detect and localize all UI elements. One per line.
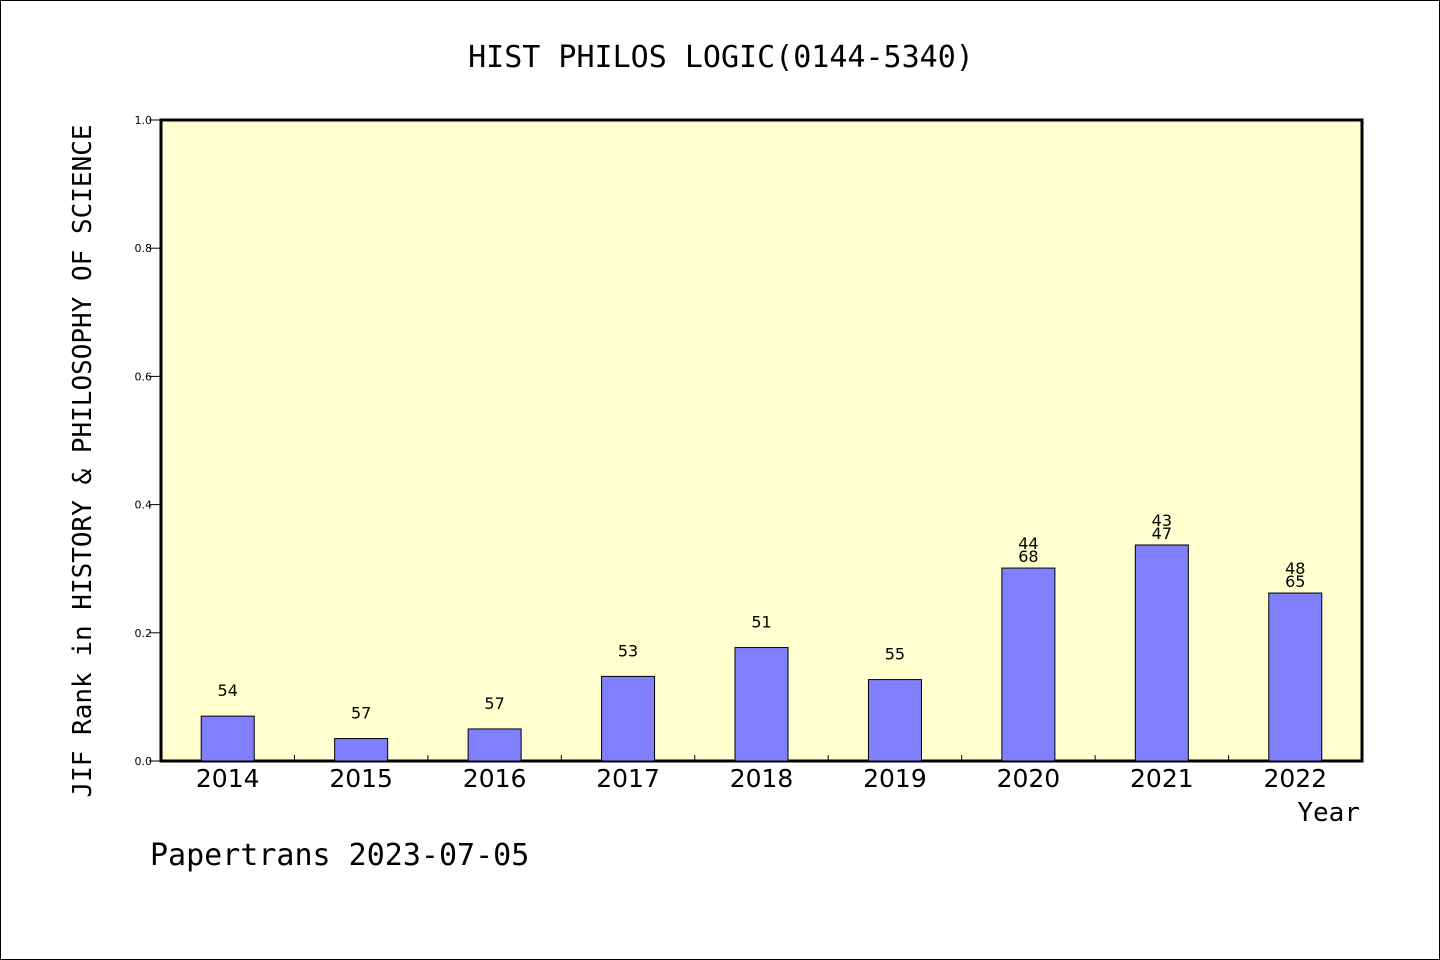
y-tick-label: 0.4 <box>135 499 153 512</box>
x-tick-label: 2018 <box>730 764 794 793</box>
y-tick-label: 0.0 <box>135 755 153 768</box>
bar-value-label: 43 <box>1152 511 1172 530</box>
y-axis-title: JIF Rank in HISTORY & PHILOSOPHY OF SCIE… <box>68 124 98 797</box>
x-tick-label: 2021 <box>1130 764 1194 793</box>
y-axis: 0.0 0.2 0.4 0.6 0.8 1.0 <box>135 114 161 768</box>
bar-2014 <box>200 715 255 762</box>
x-tick-label: 2016 <box>463 764 527 793</box>
x-tick-label: 2019 <box>863 764 927 793</box>
footer-credit: Papertrans 2023-07-05 <box>150 838 529 873</box>
bar-2022 <box>1268 592 1323 762</box>
bar-value-label: 65 <box>1285 572 1305 591</box>
bar-2019 <box>867 679 922 762</box>
bar-value-label: 53 <box>618 641 638 660</box>
chart-title: HIST PHILOS LOGIC(0144-5340) <box>468 40 974 75</box>
y-tick-label: 0.2 <box>135 627 153 640</box>
bar-value-label: 68 <box>1018 547 1038 566</box>
bar-2015 <box>334 738 389 762</box>
bar-2018 <box>734 647 789 762</box>
bar-value-label: 54 <box>218 681 238 700</box>
bar-value-label: 48 <box>1285 559 1305 578</box>
bar-series <box>200 544 1323 762</box>
y-tick-label: 0.8 <box>135 242 153 255</box>
x-tick-label: 2020 <box>997 764 1061 793</box>
bar-value-label: 57 <box>351 704 371 723</box>
bar-value-label: 55 <box>885 645 905 664</box>
bar-value-label: 44 <box>1018 534 1038 553</box>
x-tick-label: 2017 <box>596 764 660 793</box>
y-tick-label: 1.0 <box>135 114 153 127</box>
y-tick-label: 0.6 <box>135 370 153 383</box>
x-axis-title: Year <box>1297 798 1360 828</box>
x-tick-label: 2014 <box>196 764 260 793</box>
x-tick-label: 2022 <box>1263 764 1327 793</box>
bar-value-label: 57 <box>484 694 504 713</box>
bar-value-label: 51 <box>751 613 771 632</box>
bar-2016 <box>467 728 522 762</box>
bar-2021 <box>1134 544 1189 762</box>
bar-2020 <box>1001 567 1056 762</box>
bar-2017 <box>601 675 656 762</box>
bar-value-label: 47 <box>1152 524 1172 543</box>
x-axis: 2014 2015 2016 2017 2018 2019 2020 2021 2022 <box>196 755 1327 793</box>
x-tick-label: 2015 <box>329 764 393 793</box>
